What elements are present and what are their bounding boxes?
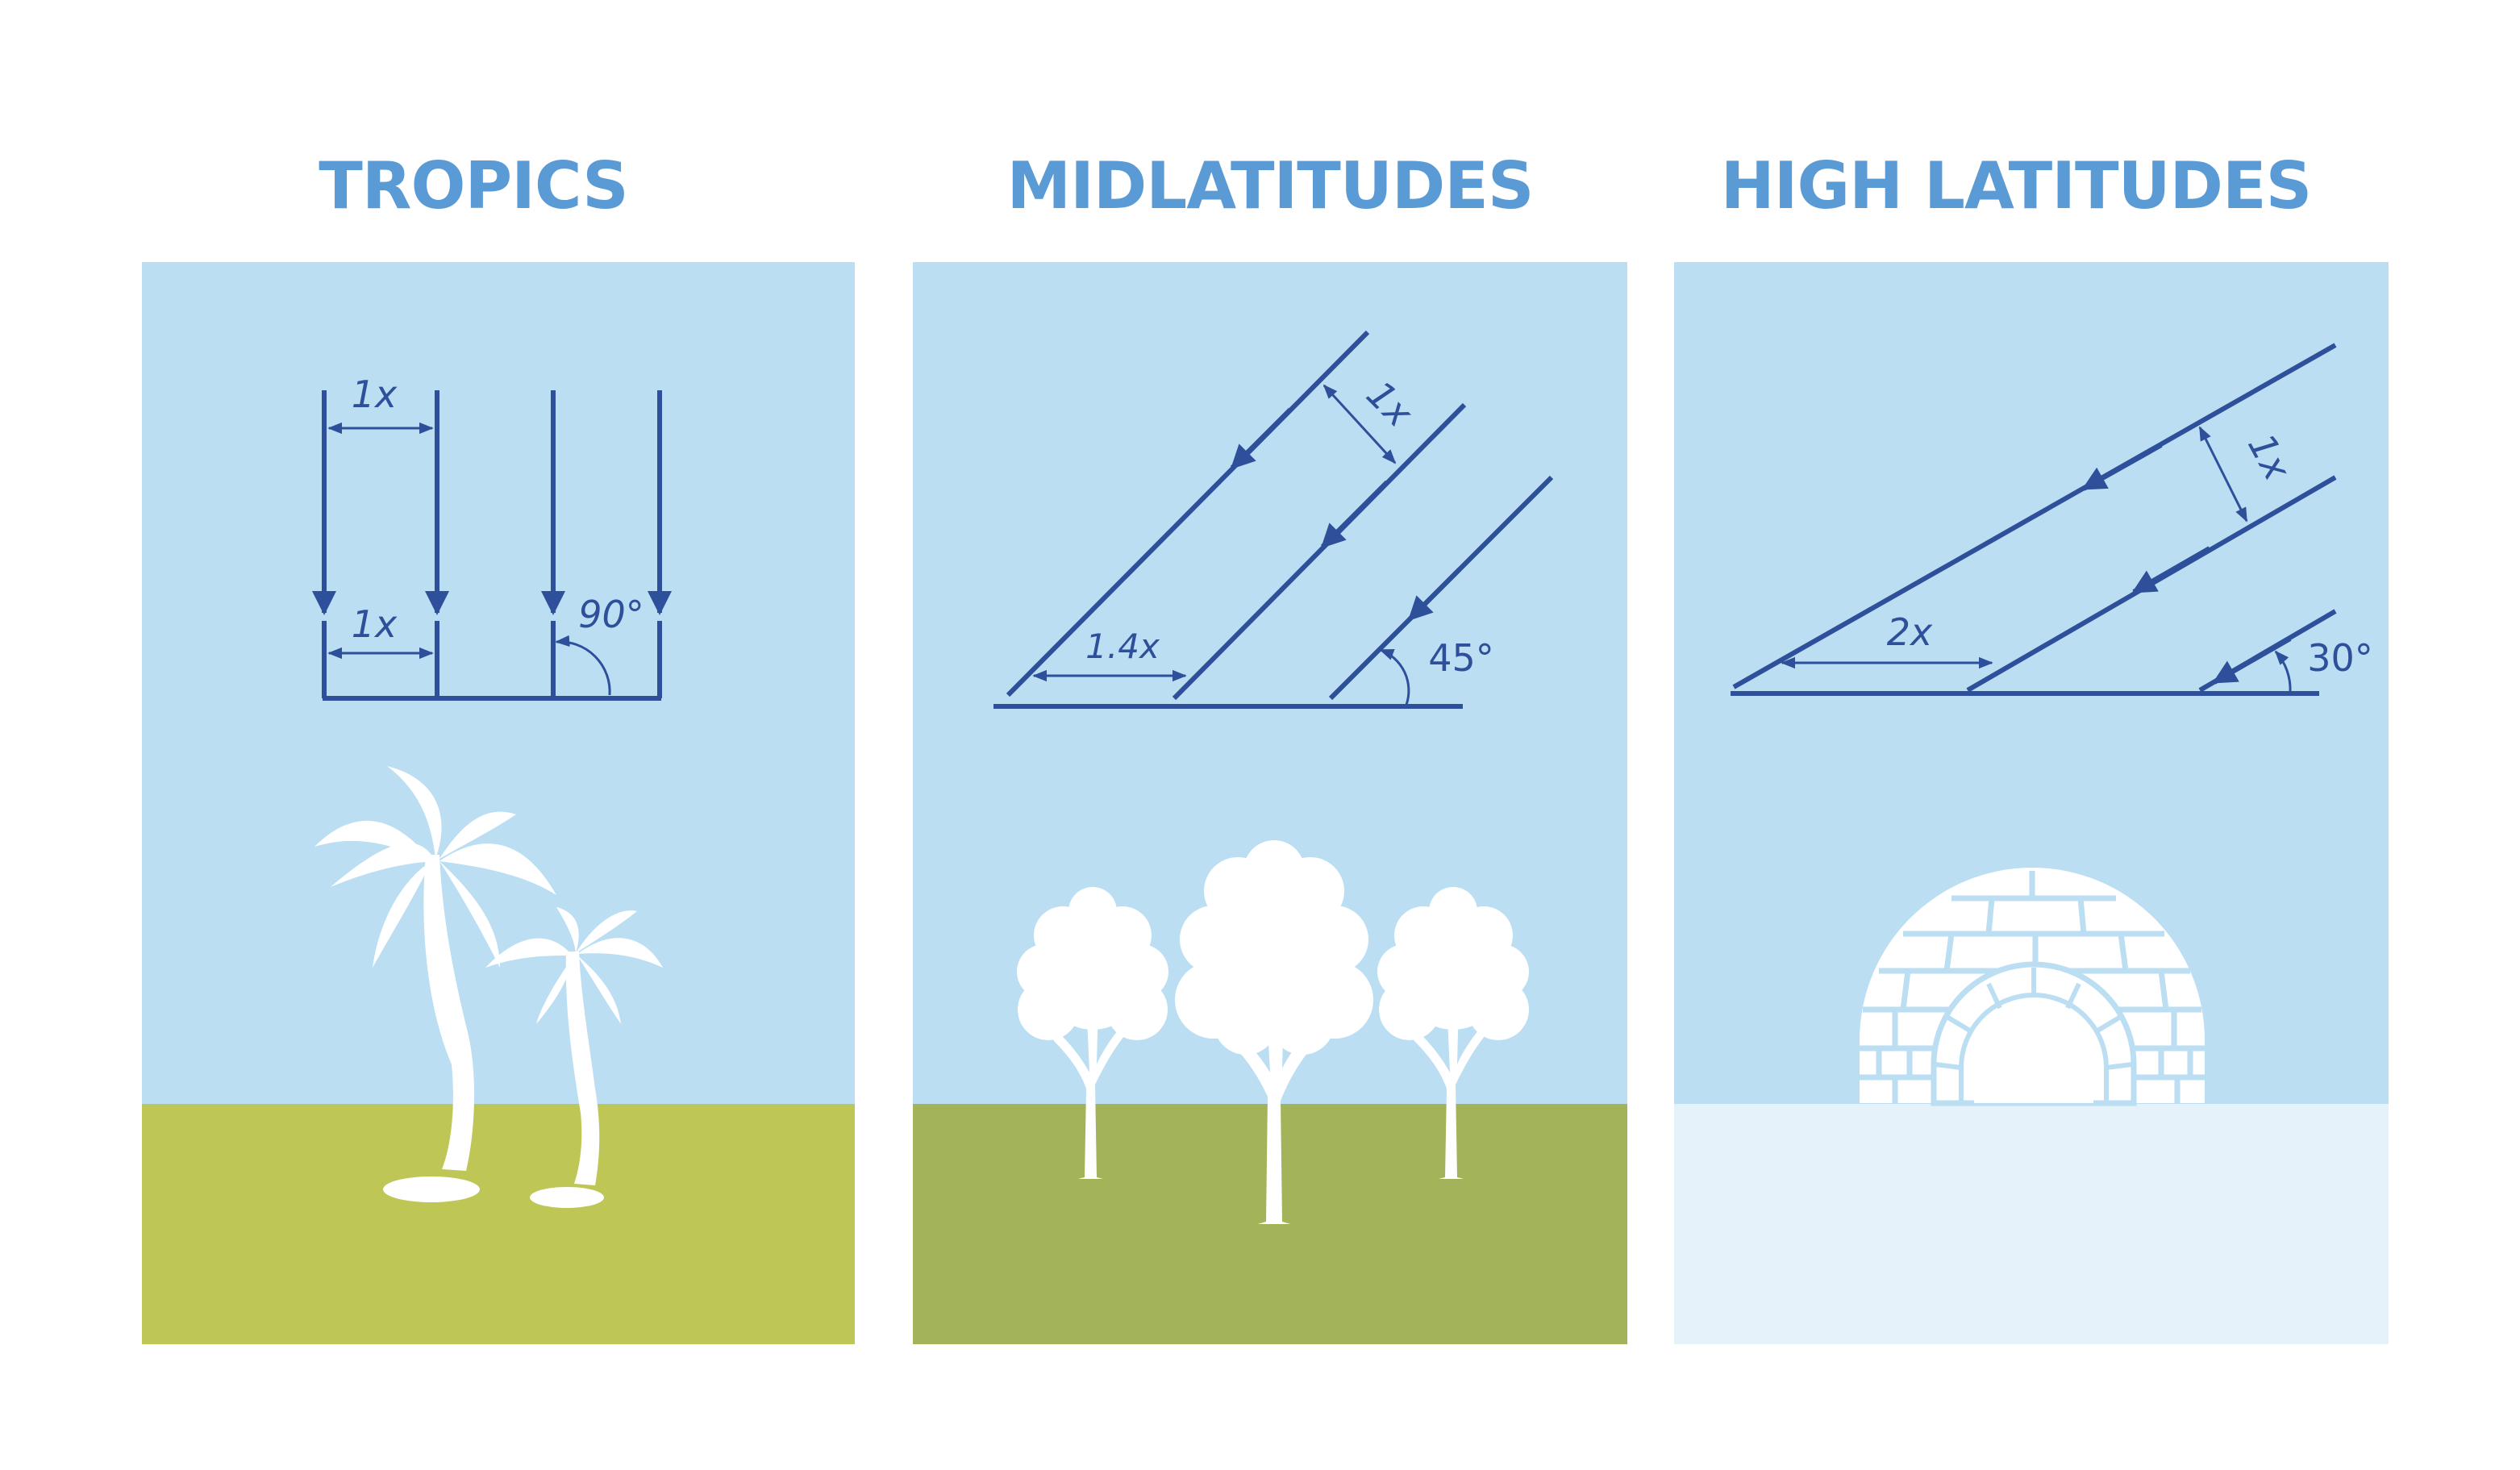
igloo-illustration xyxy=(1860,868,2205,1106)
sun-angle-label: 90° xyxy=(578,593,644,636)
dimension-lines-high-latitudes xyxy=(1781,426,2292,693)
angle-arc xyxy=(1379,648,1410,706)
tree-right xyxy=(1377,887,1529,1179)
dimension-lines-tropics xyxy=(327,422,611,696)
sun-angle-label: 45° xyxy=(1428,636,1494,680)
tree-center xyxy=(1175,840,1373,1224)
angle-arc xyxy=(555,635,611,696)
sun-rays-tropics xyxy=(312,390,672,701)
ground-width-label: 1x xyxy=(352,602,398,646)
beam-width-label: 1x xyxy=(352,373,398,416)
ground-width-label: 1.4x xyxy=(1085,627,1160,666)
sun-angle-label: 30° xyxy=(2307,636,2373,680)
igloo-arch-blocks xyxy=(1935,968,2133,1103)
sun-ray-arrow xyxy=(2212,636,2292,685)
sun-ray xyxy=(1172,402,1467,701)
sun-ray-arrow xyxy=(1320,480,1389,549)
palm-tree-large xyxy=(314,766,556,1202)
dimension-lines-midlatitudes xyxy=(1032,384,1410,706)
panel-title-tropics: TROPICS xyxy=(319,148,627,223)
beam-width-dimension xyxy=(1322,384,1397,464)
beam-width-dimension xyxy=(2198,426,2248,523)
palm-tree-small xyxy=(485,907,663,1208)
panel-midlatitudes: MIDLATITUDES 1x 1.4x 45° xyxy=(913,148,1627,1344)
ground-high-latitudes xyxy=(1674,1104,2389,1344)
sun-ray-arrow xyxy=(2131,546,2211,594)
sun-ray xyxy=(1006,330,1370,698)
panel-high-latitudes: HIGH LATITUDES 1x 2x 30° xyxy=(1674,148,2389,1344)
ground-width-label: 2x xyxy=(1887,610,1933,654)
panel-title-midlatitudes: MIDLATITUDES xyxy=(1007,148,1534,223)
sun-ray-arrow xyxy=(1407,567,1462,622)
panel-tropics: TROPICS 1x 1x 90° xyxy=(142,148,855,1344)
deciduous-trees-illustration xyxy=(1017,840,1529,1224)
sun-ray-arrow xyxy=(1230,407,1293,470)
tree-left xyxy=(1017,887,1168,1179)
sun-rays-high-latitudes xyxy=(1731,343,2337,696)
igloo-door xyxy=(1974,1013,2093,1103)
sun-ray xyxy=(1732,343,2337,689)
sun-ray-arrow xyxy=(2081,443,2163,491)
ground-tropics xyxy=(142,1104,855,1344)
sun-rays-midlatitudes xyxy=(993,330,1554,709)
angle-arc xyxy=(2274,650,2292,693)
panel-title-high-latitudes: HIGH LATITUDES xyxy=(1721,148,2311,223)
sky-tropics xyxy=(142,262,855,1104)
palm-trees-illustration xyxy=(314,766,663,1208)
